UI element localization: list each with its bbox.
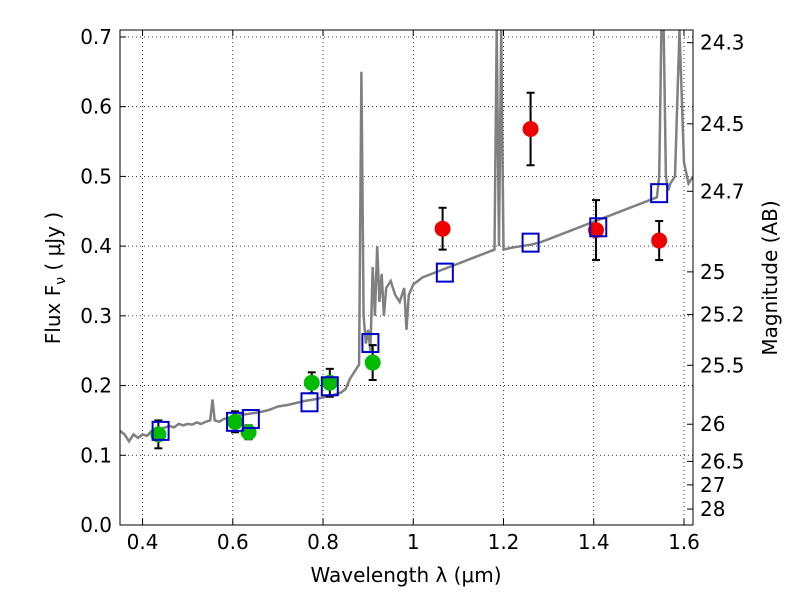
y2-tick-label: 24.5 xyxy=(700,112,745,136)
x-axis-ticks: 0.4 0.6 0.8 1 1.2 1.4 1.6 xyxy=(127,30,700,554)
plot-area xyxy=(120,30,693,450)
data-point xyxy=(150,426,167,443)
y-tick-label: 0.7 xyxy=(80,25,112,49)
y-axis-ticks: 0.0 0.1 0.2 0.3 0.4 0.5 0.6 0.7 xyxy=(80,25,126,537)
y-tick-label: 0.6 xyxy=(80,95,112,119)
y2-tick-label: 25.2 xyxy=(700,302,745,326)
y2-axis-label: Magnitude (AB) xyxy=(758,200,782,355)
x-tick-label: 1.6 xyxy=(668,530,700,554)
data-point xyxy=(227,413,244,430)
y2-tick-label: 25.5 xyxy=(700,353,745,377)
y-tick-label: 0.0 xyxy=(80,513,112,537)
model-point xyxy=(151,420,170,441)
y-tick-label: 0.1 xyxy=(80,443,112,467)
y2-tick-label: 24.3 xyxy=(700,31,745,55)
y-axis-label-main: Flux F xyxy=(41,285,65,344)
y-axis-label-unit: ( μJy ) xyxy=(41,212,65,277)
data-point xyxy=(303,374,320,391)
model-point xyxy=(589,217,608,238)
y2-tick-label: 25 xyxy=(700,260,725,284)
y-tick-label: 0.4 xyxy=(80,234,112,258)
data-point xyxy=(522,121,539,137)
model-point xyxy=(320,376,339,397)
plot-frame xyxy=(119,29,694,526)
model-point xyxy=(300,392,319,413)
grid-lines xyxy=(120,30,693,526)
x-tick-label: 0.4 xyxy=(127,530,159,554)
x-tick-label: 0.8 xyxy=(307,530,339,554)
y-tick-label: 0.3 xyxy=(80,304,112,328)
model-point xyxy=(435,262,454,283)
data-point xyxy=(587,222,604,239)
model-point xyxy=(521,232,540,253)
x-axis-label: Wavelength λ (μm) xyxy=(310,563,501,587)
model-point xyxy=(650,183,669,204)
model-point xyxy=(361,333,380,354)
data-point xyxy=(321,374,338,391)
x-tick-label: 1.2 xyxy=(488,530,520,554)
y-axis-label-subscript: ν xyxy=(53,277,69,285)
y2-tick-label: 26 xyxy=(700,412,725,436)
y2-tick-label: 28 xyxy=(700,497,725,521)
y-axis-label: Flux Fν ( μJy ) xyxy=(41,212,69,344)
data-point xyxy=(434,220,451,237)
x-tick-label: 1 xyxy=(407,530,420,554)
data-point xyxy=(364,354,381,371)
y-tick-label: 0.5 xyxy=(80,164,112,188)
y2-tick-label: 24.7 xyxy=(700,179,745,203)
data-point xyxy=(651,232,668,249)
x-tick-label: 1.4 xyxy=(578,530,610,554)
y2-tick-label: 27 xyxy=(700,473,725,497)
model-point xyxy=(241,409,260,430)
y2-tick-label: 26.5 xyxy=(700,449,745,473)
y-tick-label: 0.2 xyxy=(80,374,112,398)
x-tick-label: 0.6 xyxy=(217,530,249,554)
